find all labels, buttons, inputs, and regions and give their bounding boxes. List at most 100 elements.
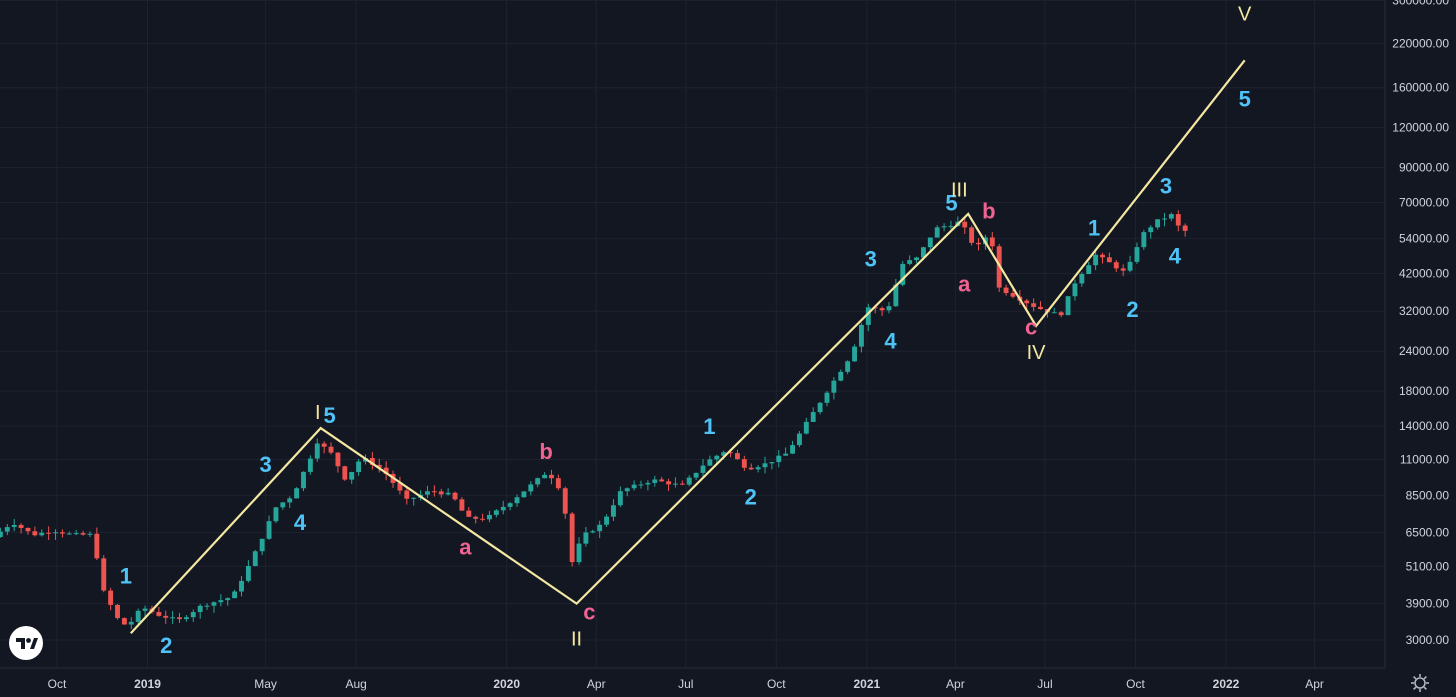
candle-body <box>700 465 706 473</box>
y-tick-label: 42000.00 <box>1399 266 1449 280</box>
candle-body <box>796 433 802 446</box>
price-axis[interactable]: 300000.00 220000.00 160000.00 120000.00 9000… <box>1392 0 1449 647</box>
candle-body <box>886 306 892 311</box>
candle-body <box>914 257 919 261</box>
tradingview-logo-icon[interactable] <box>9 626 43 660</box>
wave-label: V <box>1238 3 1252 25</box>
candle-body <box>1010 293 1016 297</box>
candle-body <box>934 227 940 238</box>
y-tick-label: 5100.00 <box>1406 559 1450 573</box>
candle-body <box>431 491 437 493</box>
candle-body <box>542 474 548 479</box>
candle-body <box>989 237 995 247</box>
candle-body <box>25 527 31 532</box>
candle-body <box>342 466 348 480</box>
y-tick-label: 11000.00 <box>1400 453 1449 467</box>
wave-label: b <box>982 199 995 224</box>
candle-body <box>128 621 134 625</box>
candle-body <box>232 591 238 599</box>
candle-body <box>1106 257 1112 263</box>
candle-body <box>1051 312 1057 314</box>
candle-body <box>611 505 616 517</box>
wave-label: II <box>571 628 582 650</box>
candle-body <box>1162 218 1167 220</box>
candle-body <box>307 458 313 472</box>
candle-body <box>1065 296 1071 316</box>
candle-body <box>1113 262 1119 269</box>
candle-body <box>741 459 747 468</box>
candle-body <box>976 242 981 245</box>
candle-body <box>183 617 189 620</box>
candle-body <box>59 532 65 534</box>
candle-body <box>893 284 899 307</box>
candle-body <box>1003 287 1009 294</box>
candlesticks <box>0 210 1188 630</box>
candle-body <box>900 263 906 285</box>
wave-label: 3 <box>259 452 271 477</box>
y-tick-label: 160000.00 <box>1392 81 1449 95</box>
candle-body <box>135 610 141 622</box>
wave-label: 3 <box>1160 173 1172 198</box>
y-tick-label: 70000.00 <box>1399 196 1449 210</box>
candle-body <box>266 521 272 539</box>
candle-body <box>755 467 761 470</box>
wave-label: I <box>315 402 321 424</box>
candle-body <box>583 532 589 544</box>
candle-body <box>259 538 265 552</box>
candle-body <box>369 458 375 465</box>
wave-label: c <box>1025 315 1037 340</box>
candle-body <box>728 452 733 454</box>
candle-body <box>108 590 114 605</box>
wave-label: 5 <box>1239 86 1251 111</box>
candle-body <box>190 612 196 618</box>
wave-label: 3 <box>865 247 877 272</box>
y-tick-label: 300000.00 <box>1392 0 1449 7</box>
candle-body <box>576 543 582 563</box>
candle-body <box>356 461 362 473</box>
candle-body <box>652 479 658 483</box>
candle-body <box>562 488 568 514</box>
candle-body <box>845 361 851 372</box>
y-tick-label: 18000.00 <box>1399 384 1449 398</box>
candle-body <box>397 482 403 491</box>
candle-body <box>631 484 637 489</box>
candle-body <box>1148 227 1154 233</box>
candle-body <box>624 488 630 492</box>
candle-body <box>314 443 320 459</box>
candle-body <box>1175 214 1181 226</box>
candle-body <box>858 324 864 347</box>
candle-body <box>748 467 754 470</box>
wave-label: 1 <box>703 414 715 439</box>
x-tick-label: Apr <box>587 677 606 691</box>
candle-body <box>852 346 857 362</box>
candle-body <box>287 498 293 503</box>
x-tick-label: Apr <box>946 677 965 691</box>
candle-body <box>817 402 823 413</box>
candle-body <box>920 247 926 258</box>
candle-body <box>969 227 975 243</box>
candle-body <box>459 499 465 511</box>
candle-body <box>783 453 789 456</box>
time-axis[interactable]: Oct 2019 May Aug 2020 Apr Jul Oct 2021 Apr Jul Oct 2… <box>48 677 1324 691</box>
y-tick-label: 220000.00 <box>1392 37 1449 51</box>
candle-body <box>466 510 472 517</box>
x-tick-label: Aug <box>345 677 366 691</box>
candle-body <box>686 477 692 485</box>
candle-body <box>948 226 954 228</box>
candle-body <box>425 491 430 495</box>
candle-body <box>617 491 623 506</box>
wave-label: 4 <box>1169 244 1182 269</box>
y-tick-label: 3900.00 <box>1406 597 1450 611</box>
candle-body <box>473 516 479 519</box>
wave-line <box>129 59 1246 634</box>
candle-body <box>597 524 603 532</box>
gear-icon[interactable] <box>1411 674 1429 692</box>
candle-body <box>1100 254 1105 258</box>
candle-body <box>80 533 86 535</box>
candle-body <box>535 478 541 485</box>
x-tick-label: 2019 <box>134 677 161 691</box>
candle-body <box>659 479 665 482</box>
candle-body <box>962 221 968 228</box>
candle-body <box>569 513 575 563</box>
